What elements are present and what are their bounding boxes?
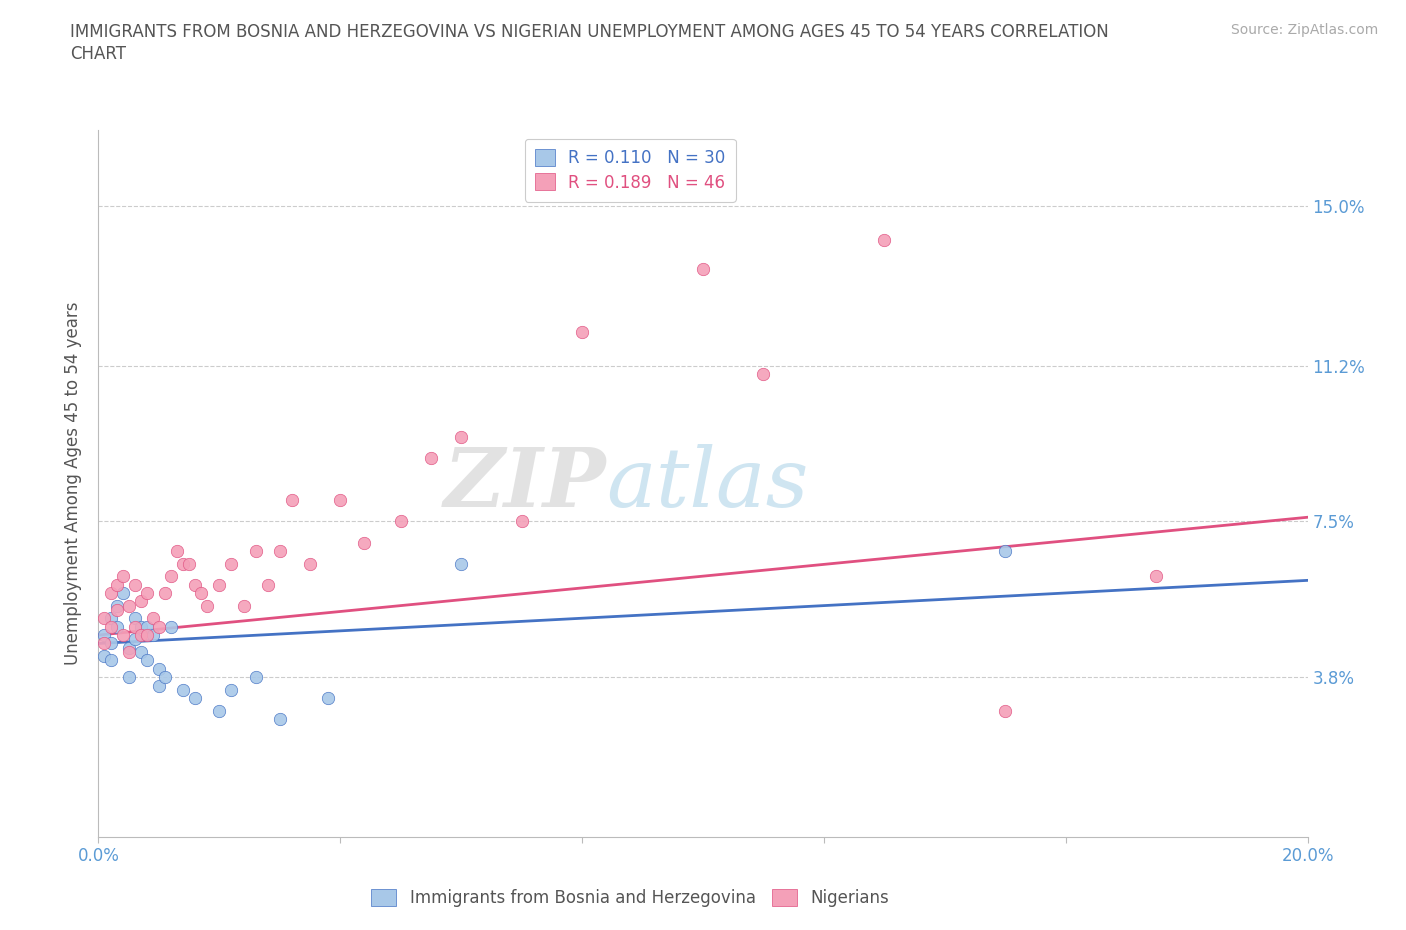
Point: [142, 628, 165, 643]
Point: [100, 653, 122, 668]
Point: [111, 569, 134, 584]
Point: [281, 493, 304, 508]
Point: [232, 598, 254, 613]
Text: CHART: CHART: [70, 45, 127, 62]
Point: [118, 670, 141, 684]
Point: [420, 451, 443, 466]
Point: [153, 670, 176, 684]
Point: [510, 514, 533, 529]
Point: [93, 636, 115, 651]
Legend: Immigrants from Bosnia and Herzegovina, Nigerians: Immigrants from Bosnia and Herzegovina, …: [364, 882, 896, 913]
Point: [329, 493, 352, 508]
Point: [172, 556, 194, 571]
Point: [135, 619, 157, 634]
Text: atlas: atlas: [606, 444, 808, 524]
Point: [105, 603, 128, 618]
Point: [195, 598, 218, 613]
Point: [100, 619, 122, 634]
Point: [190, 586, 212, 601]
Text: Source: ZipAtlas.com: Source: ZipAtlas.com: [1230, 23, 1378, 37]
Point: [118, 640, 141, 655]
Point: [221, 556, 243, 571]
Point: [124, 631, 146, 646]
Point: [450, 430, 472, 445]
Point: [100, 611, 122, 626]
Point: [100, 636, 122, 651]
Point: [184, 691, 207, 706]
Point: [752, 366, 775, 381]
Point: [148, 619, 170, 634]
Point: [153, 586, 176, 601]
Text: IMMIGRANTS FROM BOSNIA AND HERZEGOVINA VS NIGERIAN UNEMPLOYMENT AMONG AGES 45 TO: IMMIGRANTS FROM BOSNIA AND HERZEGOVINA V…: [70, 23, 1109, 41]
Point: [172, 683, 194, 698]
Point: [353, 535, 375, 550]
Point: [148, 678, 170, 693]
Point: [118, 644, 141, 659]
Point: [160, 619, 183, 634]
Point: [129, 644, 152, 659]
Point: [111, 586, 134, 601]
Point: [135, 586, 157, 601]
Point: [105, 598, 128, 613]
Point: [299, 556, 322, 571]
Point: [221, 683, 243, 698]
Point: [389, 514, 412, 529]
Point: [105, 619, 128, 634]
Point: [873, 232, 896, 247]
Point: [994, 543, 1017, 558]
Point: [571, 325, 593, 339]
Point: [269, 543, 291, 558]
Point: [124, 578, 146, 592]
Point: [692, 261, 714, 276]
Point: [93, 611, 115, 626]
Point: [994, 703, 1017, 718]
Point: [269, 711, 291, 726]
Point: [256, 578, 278, 592]
Point: [184, 578, 207, 592]
Point: [135, 628, 157, 643]
Point: [93, 648, 115, 663]
Point: [450, 556, 472, 571]
Y-axis label: Unemployment Among Ages 45 to 54 years: Unemployment Among Ages 45 to 54 years: [65, 302, 83, 665]
Point: [93, 628, 115, 643]
Point: [100, 586, 122, 601]
Point: [208, 703, 231, 718]
Point: [208, 578, 231, 592]
Point: [118, 598, 141, 613]
Point: [124, 619, 146, 634]
Point: [142, 611, 165, 626]
Point: [316, 691, 339, 706]
Point: [129, 594, 152, 609]
Point: [245, 670, 267, 684]
Point: [129, 628, 152, 643]
Point: [160, 569, 183, 584]
Point: [135, 653, 157, 668]
Point: [111, 628, 134, 643]
Text: ZIP: ZIP: [444, 444, 606, 524]
Point: [148, 661, 170, 676]
Point: [129, 619, 152, 634]
Point: [245, 543, 267, 558]
Point: [105, 578, 128, 592]
Point: [166, 543, 188, 558]
Point: [179, 556, 201, 571]
Point: [1144, 569, 1167, 584]
Point: [124, 611, 146, 626]
